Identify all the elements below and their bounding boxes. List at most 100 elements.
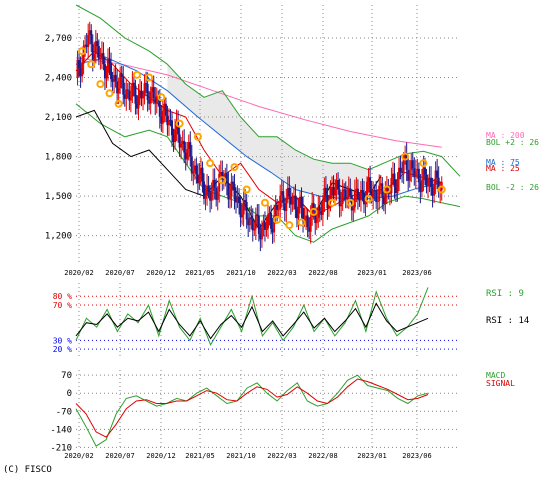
candle-body [166,115,169,126]
price-x-tick-label: 2020/12 [146,269,176,277]
candle-body [337,180,340,190]
candle-body [423,167,426,175]
macd-x-tick-label: 2020/02 [64,452,94,460]
candle-body [428,177,431,183]
candle-body [340,203,343,207]
candle-body [126,89,129,91]
macd-x-ticks: 2020/02 2020/07 2020/12 2021/05 2021/10 2022/… [64,452,432,460]
copyright-text: (C) FISCO [3,465,52,475]
psar-dot [401,152,410,161]
candle-body [212,179,215,192]
candle-body [90,30,93,45]
candle-body [160,116,163,124]
price-y-tick-label: 2,100 [45,113,72,123]
candle-body [431,187,434,196]
candle-body [381,183,384,198]
candle-body [427,182,429,187]
candle-body [384,192,387,204]
rsi-y-tick-label: 20 % [53,345,72,354]
candle-body [171,120,173,136]
candle-body [94,41,97,54]
price-legend-item: BOL -2 : 26 [486,183,539,192]
price-x-tick-label: 2023/01 [357,269,387,277]
candle-body [391,173,394,178]
price-x-tick-label: 2021/10 [226,269,256,277]
candle-body [334,189,337,196]
psar-dot [145,73,154,82]
candle-body [373,190,376,192]
psar-dot [132,70,141,79]
candle-body [235,198,237,203]
candle-body [142,96,145,99]
candle-body [76,59,79,78]
candle-body [180,143,183,148]
candle-body [139,90,141,96]
rsi-y-tick-label: 30 % [53,336,72,345]
price-x-tick-label: 2020/07 [105,269,135,277]
candle-body [352,207,355,211]
candle-body [210,191,213,201]
candle-body [84,44,87,46]
macd-x-tick-label: 2021/10 [226,452,256,460]
rsi-y-tick-label: 80 % [53,292,72,301]
candle-body [178,134,181,148]
candle-body [239,203,242,218]
macd-grid [76,370,460,450]
candle-body [321,201,324,215]
candle-body [436,170,439,178]
bollinger-upper-line [75,4,461,177]
candle-body [231,181,234,184]
candle-body [137,95,140,109]
rsi-panel: 80 %70 % 30 %20 % RSI : 9 RSI : 14 [53,283,529,358]
candle-body [366,181,369,201]
rsi-series-line [75,302,429,340]
candle-body [341,189,344,204]
rsi-lines [75,287,429,346]
candle-body [216,191,219,200]
price-legend-item: MA : 200 [486,131,525,140]
candle-body [308,227,311,232]
candle-body [419,182,422,192]
price-y-tick-label: 1,800 [45,153,72,163]
candle-body [288,187,291,197]
candle-body [187,142,190,150]
candle-body [119,73,122,88]
candle-body [169,120,172,122]
psar-dot [260,198,269,207]
psar-dot [230,163,239,172]
psar-dot [193,132,202,141]
price-x-tick-label: 2023/06 [402,269,432,277]
candle-body [198,174,201,184]
candle-body [299,196,301,207]
candle-body [286,187,289,198]
candle-body [143,83,146,97]
macd-legend-item: SIGNAL [486,379,515,388]
candle-body [134,85,137,104]
candle-body [277,209,280,211]
price-y-ticks: 2,700 2,400 2,100 1,800 1,500 1,200 [45,34,72,242]
candle-body [382,197,385,204]
psar-dot [309,207,318,216]
candle-body [279,195,282,210]
candle-body [297,206,300,219]
candle-body [289,196,292,205]
price-lines [75,4,461,252]
rsi-y-ticks: 80 %70 % 30 %20 % [53,292,72,354]
candle-body [294,195,297,210]
candle-body [401,172,404,174]
candle-body [414,171,417,178]
candle-body [309,217,312,232]
candle-body [230,181,233,197]
candle-body [167,120,170,126]
candle-body [335,180,338,190]
candle-body [268,212,271,215]
candle-body [254,214,257,229]
candle-body [302,207,305,222]
candle-body [161,110,164,124]
candle-body [398,167,401,180]
rsi-grid [76,283,460,358]
psar-dot [87,60,96,69]
candle-body [244,200,247,202]
candle-body [85,44,88,48]
candle-body [353,190,356,208]
